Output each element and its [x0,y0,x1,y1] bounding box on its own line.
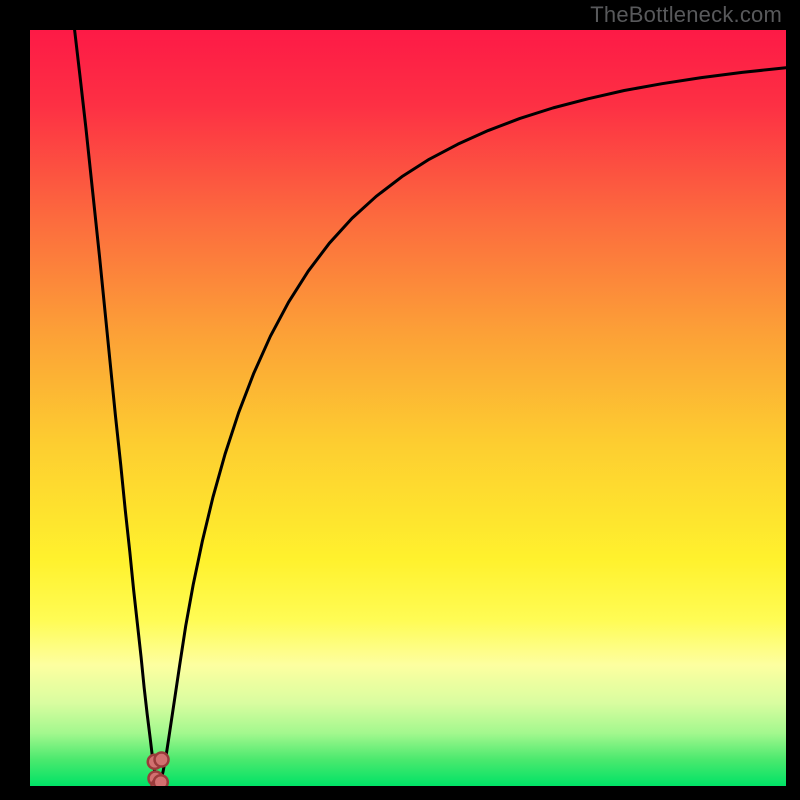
chart-container: TheBottleneck.com [0,0,800,800]
bottleneck-curve [75,30,786,785]
data-point-marker [154,775,168,786]
curve-overlay [30,30,786,786]
watermark-text: TheBottleneck.com [590,2,782,28]
plot-area [30,30,786,786]
data-point-marker [155,753,169,767]
